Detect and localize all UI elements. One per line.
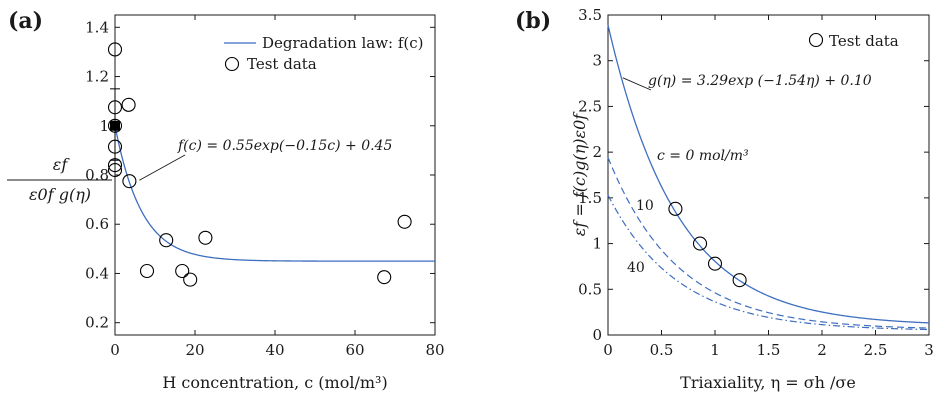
- panel-b-y-tick-labels: 0 0.5 1 1.5 2 2.5 3 3.5: [578, 6, 602, 344]
- panel-b-legend: Test data: [808, 32, 899, 50]
- panel-b-test-points: [668, 201, 747, 288]
- test-data-point: [159, 233, 174, 248]
- panel-a-y-axis-title: εf ε0f g(η): [7, 155, 112, 204]
- panel-a-legend-degradation: Degradation law: f(c): [262, 34, 424, 52]
- x-tick-label: 40: [265, 341, 284, 359]
- panel-b-curve-c40: [607, 194, 930, 331]
- x-tick-label: 2: [817, 341, 827, 359]
- panel-a-test-points: [107, 42, 412, 287]
- test-data-point: [397, 214, 412, 229]
- test-data-point: [121, 97, 136, 112]
- x-tick-label: 1: [710, 341, 720, 359]
- x-tick-label: 0: [110, 341, 120, 359]
- x-tick-label: 20: [185, 341, 204, 359]
- x-tick-label: 0.5: [650, 341, 674, 359]
- panel-b-legend-test-data: Test data: [829, 32, 899, 50]
- test-data-point: [107, 118, 123, 133]
- panel-a-x-axis-title: H concentration, c (mol/m³): [162, 373, 387, 392]
- test-data-point: [107, 163, 123, 178]
- panel-b-y-axis-title: εf = f(c)g(η)ε0f: [570, 111, 589, 237]
- y-tick-label: 1: [592, 235, 602, 253]
- panel-a-y-title-numerator: εf: [53, 155, 71, 174]
- panel-a: (a) 0 20 40 60 80 0.2 0.4 0.6 0.8 1 1.2 1.4 f(c) =…: [7, 8, 445, 392]
- x-tick-label: 2.5: [864, 341, 888, 359]
- panel-b-legend-circle: [808, 32, 824, 48]
- panel-b-ticks: [607, 14, 930, 336]
- test-data-point: [139, 263, 155, 279]
- test-data-point: [107, 139, 123, 154]
- panel-b-x-tick-labels: 0 0.5 1 1.5 2 2.5 3: [603, 341, 934, 359]
- panel-b-curve-c0: [607, 24, 930, 324]
- x-tick-label: 1.5: [757, 341, 781, 359]
- panel-b-label-c40: 40: [627, 260, 645, 276]
- panel-a-y-title-denominator: ε0f g(η): [29, 185, 91, 204]
- y-tick-label: 1.2: [85, 68, 109, 86]
- y-tick-label: 0.4: [85, 264, 109, 282]
- test-data-point: [668, 201, 683, 216]
- y-tick-label: 2.5: [578, 97, 602, 115]
- y-tick-label: 0.8: [85, 166, 109, 184]
- test-data-point: [377, 270, 392, 285]
- test-data-point: [732, 273, 747, 288]
- x-tick-label: 60: [345, 341, 364, 359]
- y-tick-label: 0.2: [85, 314, 109, 332]
- panel-b-annotation: g(η) = 3.29exp (−1.54η) + 0.10: [648, 73, 872, 89]
- y-tick-label: 1.5: [578, 189, 602, 207]
- panel-a-legend-test-data: Test data: [247, 55, 317, 73]
- x-tick-label: 0: [603, 341, 613, 359]
- panel-a-degradation-curve: [114, 125, 435, 262]
- panel-b-label-c10: 10: [636, 198, 654, 214]
- y-tick-label: 1.4: [85, 18, 109, 36]
- panel-a-legend: Degradation law: f(c) Test data: [224, 34, 424, 73]
- panel-a-y-tick-labels: 0.2 0.4 0.6 0.8 1 1.2 1.4: [85, 18, 109, 331]
- y-tick-label: 0.6: [85, 215, 109, 233]
- panel-a-label: (a): [8, 8, 43, 34]
- y-tick-label: 0.5: [578, 280, 602, 298]
- test-data-point: [692, 236, 708, 251]
- panel-a-annotation: f(c) = 0.55exp(−0.15c) + 0.45: [177, 138, 392, 154]
- test-data-point: [107, 42, 123, 57]
- x-tick-label: 3: [924, 341, 934, 359]
- test-data-point: [107, 158, 123, 173]
- test-data-point: [175, 263, 190, 279]
- panel-b-curve-c10: [607, 157, 930, 329]
- test-data-point: [122, 174, 137, 189]
- panel-a-x-tick-labels: 0 20 40 60 80: [110, 341, 444, 359]
- y-tick-label: 0: [592, 326, 602, 344]
- y-tick-label: 2: [592, 143, 602, 161]
- panel-a-legend-circle: [224, 56, 240, 72]
- test-data-point: [183, 272, 198, 287]
- panel-b-label: (b): [515, 8, 551, 34]
- panel-b: (b) 0 0.5 1 1.5 2 2.5 3 0 0.5 1 1.5 2 2.5 3 3.5 g(η) …: [515, 6, 934, 392]
- panel-b-annotation-leader: [622, 77, 652, 91]
- panel-b-label-c0: c = 0 mol/m³: [657, 148, 749, 164]
- y-tick-label: 3: [592, 52, 602, 70]
- test-data-point: [707, 256, 723, 271]
- x-tick-label: 80: [425, 341, 444, 359]
- panel-b-x-axis-title: Triaxiality, η = σh /σe: [680, 373, 856, 392]
- panel-a-mean-marker: [110, 120, 120, 131]
- y-tick-label: 1: [99, 117, 109, 135]
- panel-a-ticks: [114, 15, 436, 335]
- panel-a-annotation-leader: [139, 154, 186, 181]
- y-tick-label: 3.5: [578, 6, 602, 24]
- test-data-point: [198, 230, 213, 245]
- test-data-point: [107, 100, 123, 115]
